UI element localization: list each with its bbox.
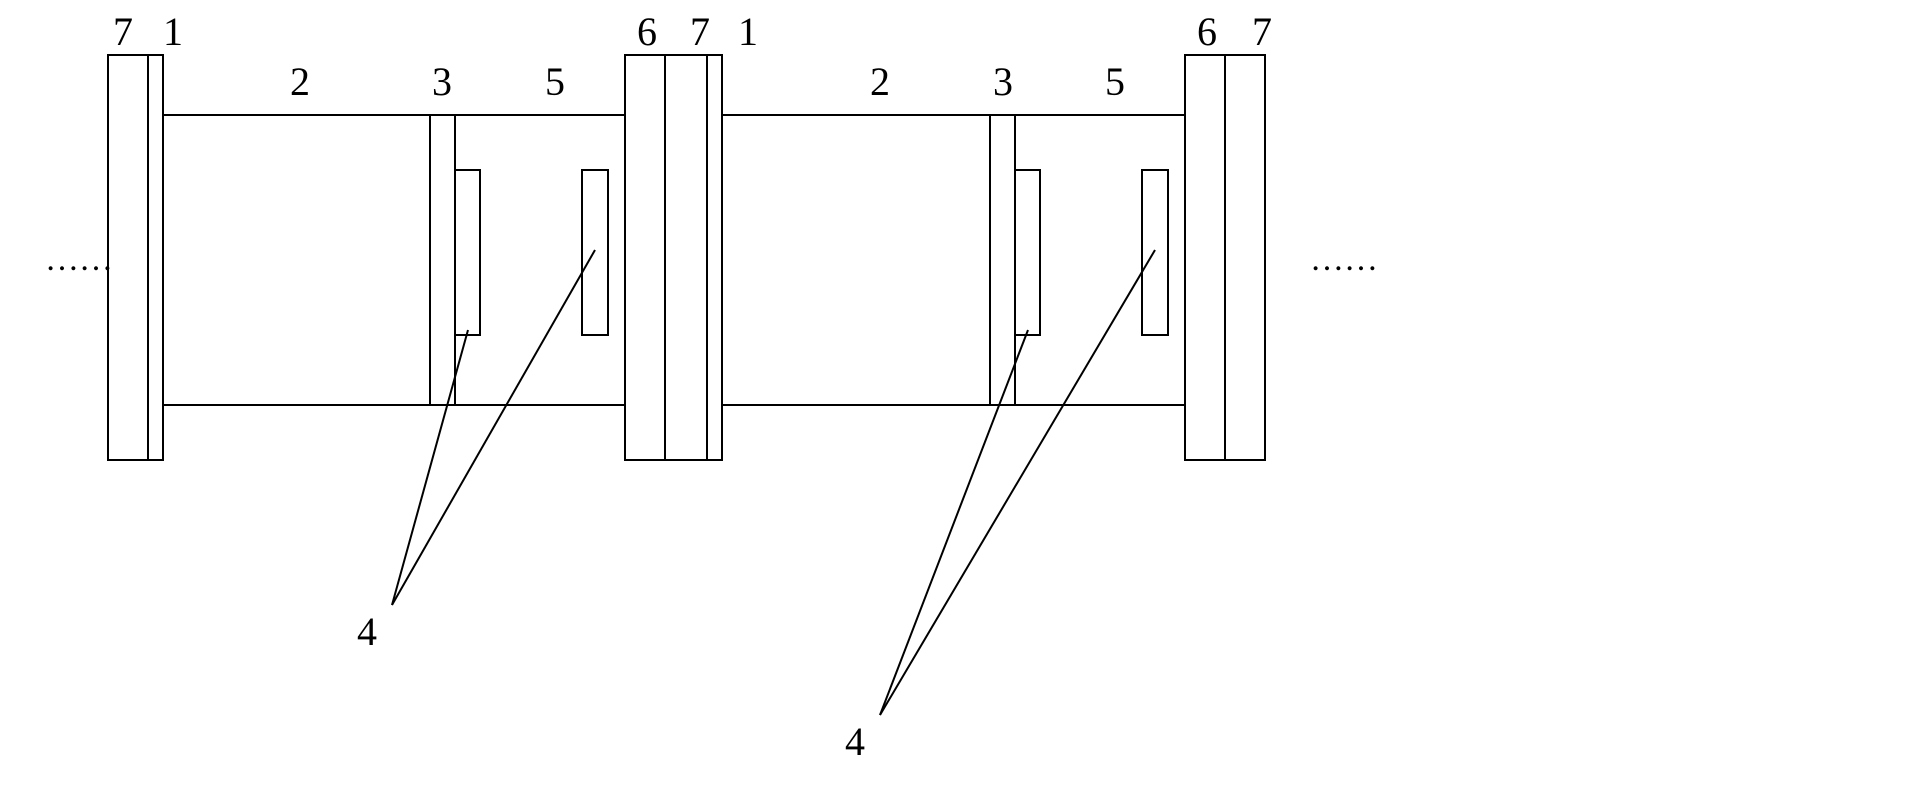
flange-1-left [148,55,163,460]
label-6a: 6 [637,9,657,54]
label-7c: 7 [1252,9,1272,54]
label-3b: 3 [993,59,1013,104]
label-7a: 7 [113,9,133,54]
label-5b: 5 [1105,59,1125,104]
mechanical-diagram: 7 1 2 3 5 6 7 1 2 3 5 6 7 4 4 …… …… [0,0,1910,806]
dots-right: …… [1310,241,1378,278]
flange-6-right [1185,55,1225,460]
label-4a: 4 [357,609,377,654]
leader-4a-right [392,250,595,605]
label-5a: 5 [545,59,565,104]
leader-4b-left [880,330,1028,715]
flange-3a [430,115,455,405]
label-7b: 7 [690,9,710,54]
label-1a: 1 [163,9,183,54]
flange-7-left [108,55,148,460]
leader-4b-right [880,250,1155,715]
label-1b: 1 [738,9,758,54]
label-2b: 2 [870,59,890,104]
flange-3b [990,115,1015,405]
label-3a: 3 [432,59,452,104]
dots-left: …… [45,241,113,278]
inner-block-4b-right [1142,170,1168,335]
flange-1-mid [707,55,722,460]
flange-7-mid [665,55,707,460]
label-2a: 2 [290,59,310,104]
inner-block-4b-left [1015,170,1040,335]
inner-block-4a-right [582,170,608,335]
flange-7-right [1225,55,1265,460]
inner-block-4a-left [455,170,480,335]
label-6b: 6 [1197,9,1217,54]
label-4b: 4 [845,719,865,764]
flange-6-mid [625,55,665,460]
